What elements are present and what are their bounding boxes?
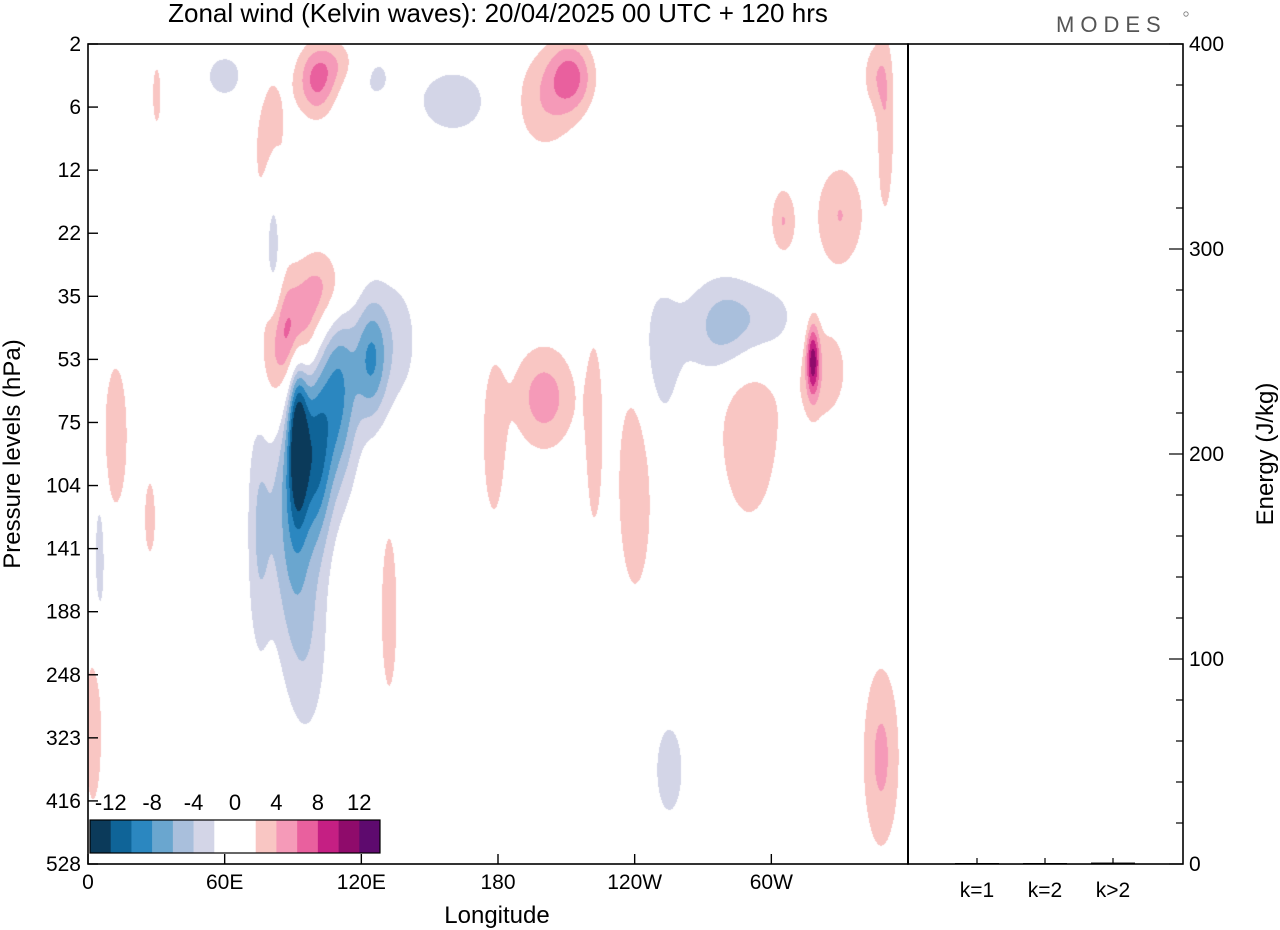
colorbar-label: 4 bbox=[270, 790, 282, 815]
colorbar-swatch bbox=[359, 820, 381, 853]
colorbar-swatch bbox=[152, 820, 174, 853]
colorbar-frame bbox=[89, 819, 381, 854]
y-tick-label: 53 bbox=[58, 348, 81, 371]
logo-mark-icon bbox=[1183, 11, 1189, 17]
y-axis-label: Pressure levels (hPa) bbox=[0, 339, 26, 568]
x-tick-label: 120E bbox=[337, 871, 386, 894]
energy-bar bbox=[1091, 862, 1135, 864]
y-tick-label: 323 bbox=[46, 727, 81, 750]
colorbar-swatch bbox=[338, 820, 360, 853]
colorbar-label: -4 bbox=[184, 790, 204, 815]
energy-category-label: k>2 bbox=[1096, 879, 1130, 902]
colorbar-label: 12 bbox=[347, 790, 371, 815]
energy-tick-label: 100 bbox=[1189, 648, 1224, 671]
energy-categories: k=1 k=2 k>2 bbox=[955, 858, 1135, 902]
energy-bar bbox=[955, 863, 999, 864]
x-tick-label: 180 bbox=[480, 871, 515, 894]
energy-category-label: k=1 bbox=[960, 879, 994, 902]
colorbar-swatch bbox=[90, 820, 112, 853]
colorbar-swatch bbox=[297, 820, 319, 853]
y-tick-label: 12 bbox=[58, 159, 81, 182]
energy-bar bbox=[1023, 863, 1067, 864]
y-tick-label: 188 bbox=[46, 601, 81, 624]
energy-panel bbox=[907, 43, 1184, 865]
energy-axis: 0 100 200 300 400 bbox=[1169, 33, 1224, 876]
y-tick-label: 75 bbox=[58, 411, 81, 434]
energy-category-label: k=2 bbox=[1028, 879, 1062, 902]
y-tick-label: 416 bbox=[46, 790, 81, 813]
energy-axis-label: Energy (J/kg) bbox=[1252, 383, 1279, 526]
colorbar-legend: -12 -8 -4 0 4 8 12 bbox=[89, 790, 381, 854]
y-axis: 2 6 12 22 35 53 75 104 141 188 248 323 416 528 bbox=[46, 33, 98, 876]
y-tick-label: 22 bbox=[58, 222, 81, 245]
colorbar-swatch bbox=[317, 820, 339, 853]
y-tick-label: 2 bbox=[69, 33, 81, 56]
y-tick-label: 528 bbox=[46, 853, 81, 876]
x-axis: 0 60E 120E 180 120W 60W bbox=[82, 854, 793, 894]
y-tick-label: 248 bbox=[46, 664, 81, 687]
x-tick-label: 120W bbox=[607, 871, 662, 894]
modes-logo: MODES bbox=[1056, 12, 1167, 37]
colorbar-label: -8 bbox=[142, 790, 162, 815]
main-plot-area bbox=[87, 43, 909, 865]
x-tick-label: 60W bbox=[750, 871, 793, 894]
energy-tick-label: 400 bbox=[1189, 33, 1224, 56]
colorbar-swatch bbox=[193, 820, 215, 853]
y-tick-label: 141 bbox=[46, 538, 81, 561]
colorbar-label: -12 bbox=[95, 790, 127, 815]
chart-title: Zonal wind (Kelvin waves): 20/04/2025 00… bbox=[168, 0, 828, 28]
energy-tick-label: 200 bbox=[1189, 443, 1224, 466]
energy-tick-label: 300 bbox=[1189, 238, 1224, 261]
x-tick-label: 0 bbox=[82, 871, 94, 894]
wind-anomaly-field bbox=[88, 44, 908, 864]
colorbar-swatch bbox=[255, 820, 277, 853]
colorbar-label: 8 bbox=[312, 790, 324, 815]
energy-tick-label: 0 bbox=[1189, 853, 1201, 876]
energy-panel-frame bbox=[907, 43, 1184, 865]
y-tick-label: 35 bbox=[58, 285, 81, 308]
colorbar-swatch bbox=[131, 820, 153, 853]
colorbar-swatch bbox=[276, 820, 298, 853]
y-tick-label: 104 bbox=[46, 475, 81, 498]
x-tick-label: 60E bbox=[206, 871, 243, 894]
colorbar-label: 0 bbox=[229, 790, 241, 815]
x-axis-label: Longitude bbox=[444, 902, 549, 929]
colorbar-swatch bbox=[172, 820, 194, 853]
y-tick-label: 6 bbox=[69, 96, 81, 119]
colorbar-swatch bbox=[110, 820, 132, 853]
colorbar-swatch bbox=[214, 820, 236, 853]
colorbar-swatch bbox=[235, 820, 257, 853]
